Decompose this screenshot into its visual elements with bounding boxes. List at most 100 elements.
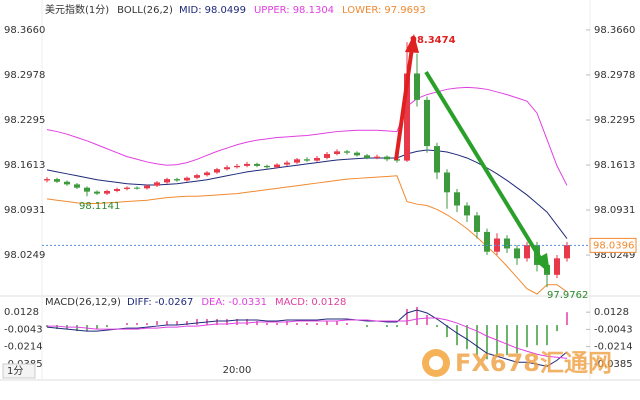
candle-body (124, 187, 130, 190)
period-button[interactable]: 1分 (7, 365, 23, 377)
y-tick-label: 98.2295 (4, 115, 45, 126)
legend-value: 0.0128 (311, 297, 346, 308)
y-tick-label: -0.0214 (594, 342, 633, 353)
candle-body (554, 258, 560, 275)
y-tick-label: 98.0931 (594, 205, 635, 216)
candle-body (524, 245, 530, 259)
up-arrow (394, 47, 414, 161)
legend-name: MACD: (275, 297, 308, 308)
candle-body (354, 152, 360, 156)
candle-body (104, 190, 110, 194)
candle-body (214, 169, 220, 173)
candle-body (164, 179, 170, 183)
watermark: FX678汇通网 (455, 349, 612, 377)
candle-body (134, 187, 140, 189)
candle-body (304, 159, 310, 161)
candle-body (284, 162, 290, 165)
plot-layer: 98.3660 98.3660 98.2978 98.2978 98.2295 98.22… (4, 3, 637, 376)
y-tick-label: 98.0931 (4, 205, 45, 216)
indicator-label: BOLL(26,2) (117, 5, 173, 16)
high-annotation: 98.3474 (410, 35, 456, 46)
candle-body (184, 177, 190, 181)
candle-body (444, 172, 450, 193)
candle-body (344, 151, 350, 153)
candle-body (264, 165, 270, 168)
candle-body (94, 191, 100, 194)
y-tick-label: 98.0249 (594, 250, 635, 261)
candle-body (194, 175, 200, 178)
candle-body (384, 156, 390, 160)
y-tick-label: -0.0043 (4, 324, 43, 335)
candle-body (154, 182, 160, 186)
legend-name: LOWER: (342, 5, 381, 16)
legend-value: 98.0499 (205, 5, 246, 16)
legend-name: MID: (179, 5, 202, 16)
y-tick-label: -0.0214 (4, 342, 43, 353)
y-tick-label: 98.1613 (4, 160, 45, 171)
period-button-box[interactable] (2, 363, 36, 379)
candle-body (114, 189, 120, 191)
legend-value: 98.1304 (293, 5, 334, 16)
candle-body (324, 154, 330, 158)
y-tick-label: 0.0128 (594, 307, 629, 318)
candle-body (434, 146, 440, 173)
candle-body (514, 248, 520, 259)
candle-body (484, 231, 490, 252)
y-tick-label: 98.3660 (4, 25, 45, 36)
candle-body (334, 151, 340, 155)
current-price-label: 98.0396 (593, 240, 634, 251)
current-price-box (589, 237, 637, 253)
candle-body (564, 245, 570, 259)
candle-body (404, 73, 410, 161)
legend-name: DEA: (201, 297, 225, 308)
candle-body (494, 238, 500, 252)
y-tick-label: 98.0249 (4, 250, 45, 261)
down-arrow (424, 70, 542, 260)
candle-body (464, 205, 470, 216)
low-annotation: 98.1141 (79, 201, 120, 212)
candle-body (474, 215, 480, 232)
y-tick-label: 98.2295 (594, 115, 635, 126)
candle-body (454, 192, 460, 206)
candle-body (274, 164, 280, 168)
candle-body (364, 155, 370, 158)
legend-name: DIFF: (127, 297, 152, 308)
candle-body (74, 184, 80, 188)
legend-value: 97.9693 (384, 5, 425, 16)
low-annotation: 97.9762 (547, 290, 588, 301)
candle-body (144, 185, 150, 189)
x-tick-label: 20:00 (223, 365, 252, 376)
candle-body (84, 187, 90, 192)
legend-name: UPPER: (254, 5, 290, 16)
candle-body (254, 163, 260, 166)
candle-body (294, 159, 300, 163)
trend-arrows (394, 34, 550, 274)
chart-title: 美元指数(1分) (45, 3, 109, 16)
y-tick-label: 98.1613 (594, 160, 635, 171)
legend-value: -0.0331 (228, 297, 267, 308)
boll-line (46, 86, 568, 186)
boll-line (46, 175, 568, 295)
candle-body (64, 181, 70, 185)
y-tick-label: -0.0385 (594, 359, 633, 370)
y-tick-label: 98.2978 (594, 70, 635, 81)
candle-body (234, 165, 240, 168)
macd-line (47, 317, 568, 359)
candle-body (224, 167, 230, 170)
indicator-label: MACD(26,12,9) (45, 297, 121, 308)
candle-body (174, 179, 180, 181)
candle-body (44, 179, 50, 181)
y-tick-label: 0.0128 (4, 307, 39, 318)
y-tick-label: -0.0043 (594, 324, 633, 335)
candle-body (314, 157, 320, 161)
y-tick-label: 98.3660 (594, 25, 635, 36)
candle-body (244, 163, 250, 166)
candle-body (504, 238, 510, 249)
up-arrow-head (405, 34, 419, 53)
candle-body (374, 156, 380, 158)
legend-value: -0.0267 (155, 297, 194, 308)
y-tick-label: 98.2978 (4, 70, 45, 81)
candle-body (414, 73, 420, 100)
